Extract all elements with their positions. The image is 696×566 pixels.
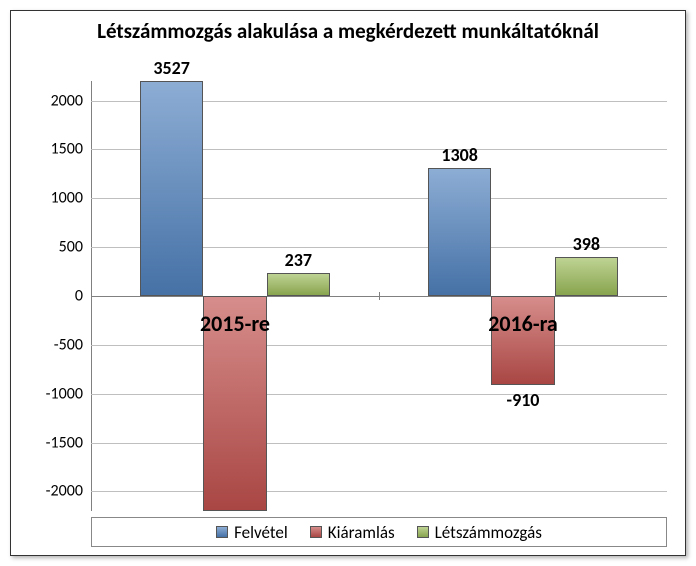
grid-line bbox=[91, 394, 667, 395]
legend-label: Felvétel bbox=[234, 522, 288, 543]
bar bbox=[428, 168, 491, 296]
value-label: 3527 bbox=[153, 57, 190, 79]
legend-item: Létszámmozgás bbox=[417, 522, 542, 543]
ytick-label: 2000 bbox=[51, 91, 91, 110]
legend: Felvétel Kiáramlás Létszámmozgás bbox=[91, 517, 667, 547]
chart-inner: Létszámmozgás alakulása a megkérdezett m… bbox=[10, 10, 686, 556]
bar bbox=[140, 81, 203, 296]
ytick-label: -1500 bbox=[46, 433, 91, 452]
legend-item: Felvétel bbox=[216, 522, 288, 543]
value-label: 1308 bbox=[441, 144, 478, 166]
legend-swatch bbox=[310, 526, 322, 538]
ytick-label: 0 bbox=[75, 287, 91, 306]
grid-line bbox=[91, 491, 667, 492]
chart-container: Létszámmozgás alakulása a megkérdezett m… bbox=[0, 0, 696, 566]
ytick-label: 1000 bbox=[51, 189, 91, 208]
ytick-label: -500 bbox=[54, 335, 91, 354]
plot-area: -2000-1500-1000-50005001000150020003527-… bbox=[91, 81, 667, 511]
ytick-label: -1000 bbox=[46, 384, 91, 403]
category-label: 2016-ra bbox=[488, 310, 558, 337]
ytick-label: 1500 bbox=[51, 140, 91, 159]
bar bbox=[267, 273, 330, 296]
value-label: 398 bbox=[573, 233, 600, 255]
ytick-label: 500 bbox=[59, 238, 91, 257]
grid-line bbox=[91, 443, 667, 444]
grid-line bbox=[91, 345, 667, 346]
ytick-label: -2000 bbox=[46, 482, 91, 501]
category-tick bbox=[379, 292, 380, 300]
chart-title: Létszámmozgás alakulása a megkérdezett m… bbox=[11, 11, 685, 47]
legend-swatch bbox=[216, 526, 228, 538]
legend-label: Létszámmozgás bbox=[435, 522, 542, 543]
bar bbox=[555, 257, 618, 296]
legend-item: Kiáramlás bbox=[310, 522, 395, 543]
value-label: -910 bbox=[507, 389, 540, 411]
legend-label: Kiáramlás bbox=[328, 522, 395, 543]
value-label: 237 bbox=[285, 249, 312, 271]
legend-swatch bbox=[417, 526, 429, 538]
category-label: 2015-re bbox=[200, 310, 270, 337]
